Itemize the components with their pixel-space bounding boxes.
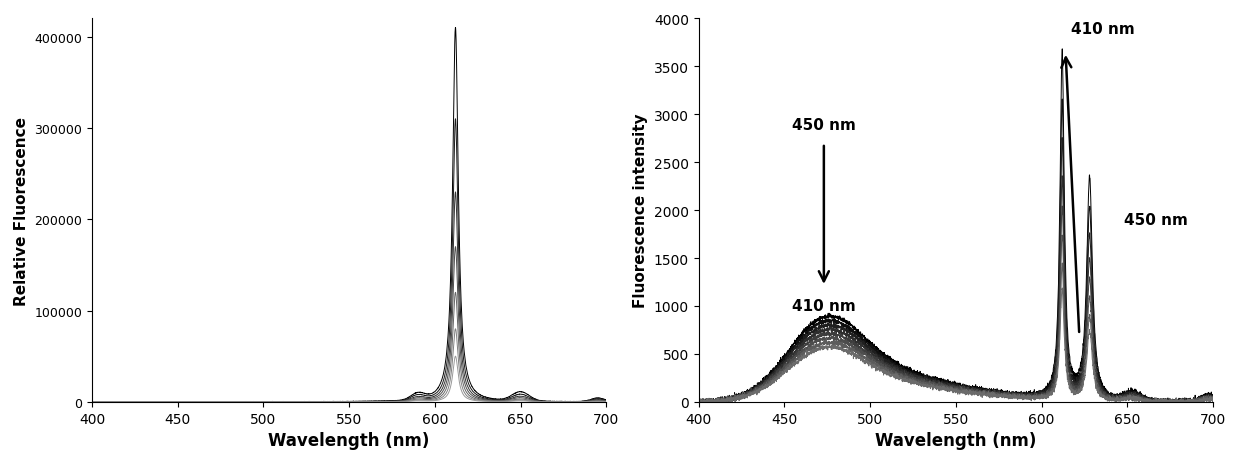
X-axis label: Wavelength (nm): Wavelength (nm)	[875, 431, 1037, 449]
Text: 410 nm: 410 nm	[1071, 22, 1135, 37]
Text: 450 nm: 450 nm	[792, 117, 856, 132]
X-axis label: Wavelength (nm): Wavelength (nm)	[269, 431, 430, 449]
Y-axis label: Relative Fluorescence: Relative Fluorescence	[14, 116, 29, 305]
Text: 450 nm: 450 nm	[1123, 213, 1188, 228]
Text: 410 nm: 410 nm	[792, 299, 856, 313]
Y-axis label: Fluorescence intensity: Fluorescence intensity	[634, 113, 649, 308]
